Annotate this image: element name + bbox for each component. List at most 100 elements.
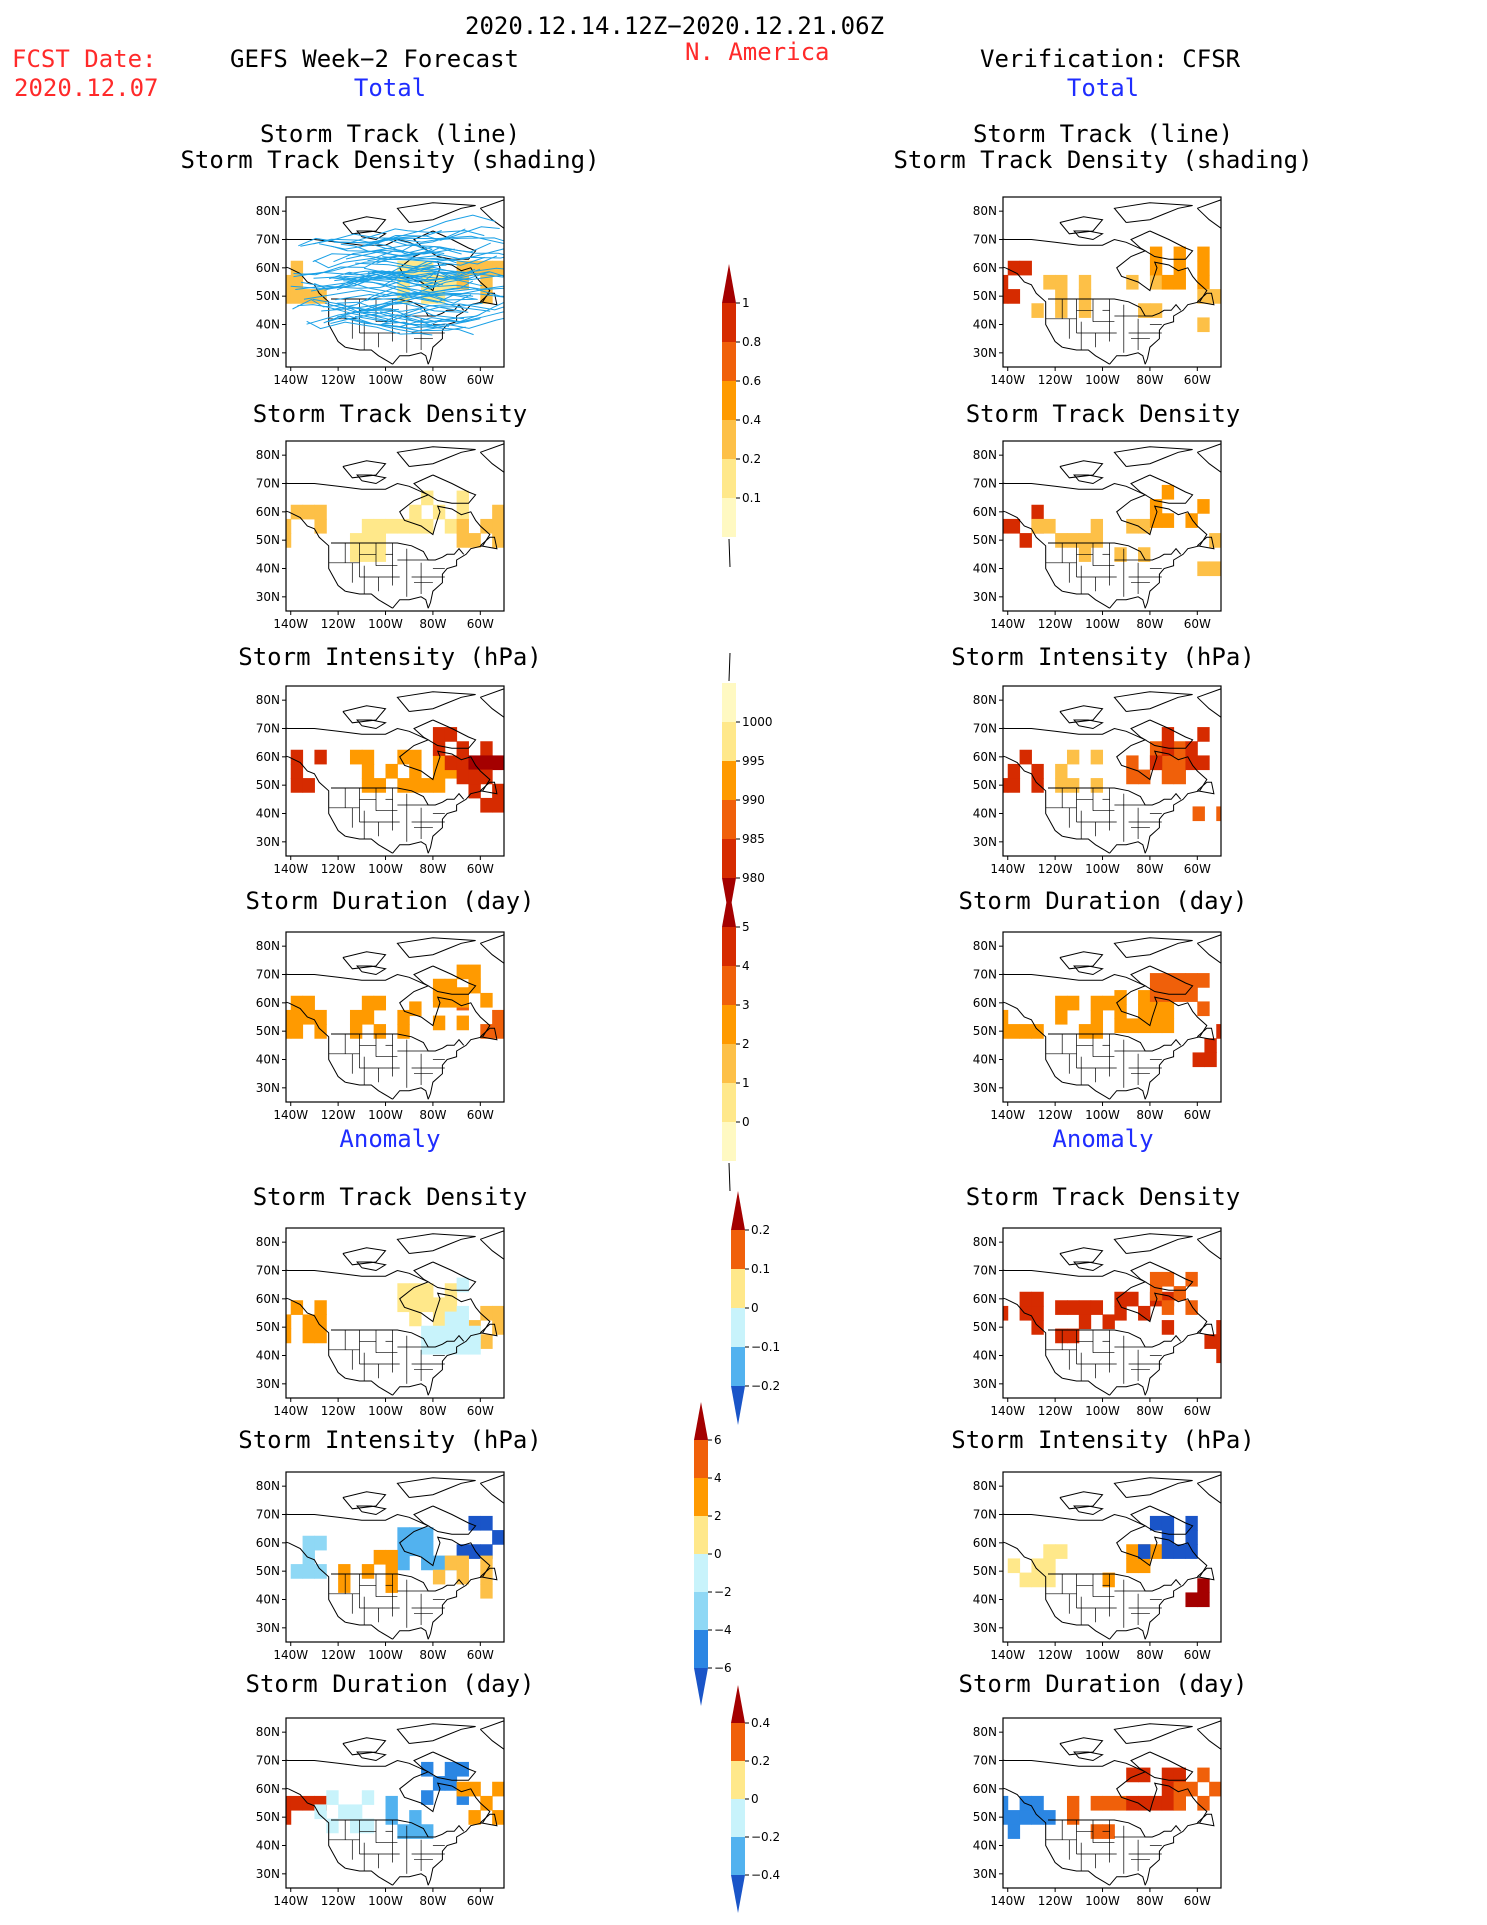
coastline: [288, 1002, 346, 1083]
colorbar-segment: [722, 420, 736, 459]
shade-cell: [1078, 274, 1092, 290]
shade-cell: [1245, 561, 1257, 576]
shade-cell: [1007, 1024, 1021, 1039]
shade-cell: [1149, 246, 1163, 262]
shade-cell: [444, 1761, 458, 1777]
shade-cell: [492, 783, 504, 799]
shade-cell: [1031, 1795, 1044, 1811]
lat-tick-label: 70N: [973, 1264, 997, 1278]
shade-cell: [1233, 561, 1245, 576]
shade-cell: [1078, 1024, 1092, 1039]
shade-cell: [302, 995, 315, 1011]
shade-cell: [1149, 1515, 1163, 1531]
cfsr-map-1: 80N 70N 60N 50N 40N 30N 140W 120W 100W 80W 60W: [973, 196, 1222, 387]
colorbar-segment: [694, 1516, 708, 1554]
gefs-map-6: 80N 70N 60N 50N 40N 30N 140W 120W 100W 80W 60W: [256, 1471, 505, 1662]
gefs-map-3: 80N 70N 60N 50N 40N 30N 140W 120W 100W 80W 60W: [256, 685, 528, 876]
coastline: [479, 443, 504, 473]
storm-track-line: [346, 268, 481, 288]
coastline: [1062, 1081, 1110, 1100]
shade-cell: [480, 1583, 493, 1599]
shade-cell: [1204, 1334, 1217, 1349]
shade-cell: [1185, 1271, 1198, 1287]
shade-cell: [1114, 1305, 1127, 1321]
coastline: [479, 536, 498, 550]
shade-cell: [409, 778, 422, 793]
shade-cell: [1173, 1795, 1186, 1811]
shade-cell: [1019, 1291, 1032, 1307]
coastline: [1196, 1813, 1215, 1827]
storm-track-line: [313, 276, 438, 294]
lon-tick-label: 60W: [467, 1404, 494, 1418]
lat-tick-label: 60N: [256, 1292, 280, 1306]
shade-cell: [286, 518, 292, 534]
lon-tick-label: 120W: [1038, 1404, 1073, 1418]
shade-cell: [349, 1024, 363, 1039]
shade-cell: [421, 1824, 434, 1839]
shade-cell: [1126, 1544, 1139, 1559]
coastline: [1196, 1323, 1215, 1337]
shade-cell: [349, 1804, 363, 1820]
shade-cell: [492, 755, 504, 771]
shade-cell: [1197, 317, 1210, 333]
shade-cell: [314, 1300, 327, 1315]
storm-track-line: [324, 282, 483, 308]
shade-cell: [1233, 533, 1245, 548]
lat-tick-label: 70N: [973, 1508, 997, 1522]
shade-cell: [1221, 1592, 1233, 1607]
lat-tick-label: 60N: [256, 1782, 280, 1796]
lat-tick-label: 30N: [973, 590, 997, 604]
shade-cell: [286, 289, 292, 304]
coastline: [1130, 719, 1194, 749]
shade-cell: [1161, 1320, 1175, 1335]
lon-tick-label: 60W: [467, 617, 494, 631]
colorbar-label: 4: [714, 1471, 722, 1485]
lat-tick-label: 50N: [973, 1320, 997, 1334]
shade-cell: [1031, 1572, 1044, 1588]
map-frame: [1002, 685, 1222, 857]
lon-tick-label: 120W: [321, 1404, 356, 1418]
colorbar-cap: [694, 1402, 708, 1440]
shade-cell: [421, 1541, 434, 1557]
coastline: [1109, 352, 1146, 365]
shade-cell: [1204, 1038, 1217, 1053]
colorbar-label: 4: [742, 959, 750, 973]
coastline: [1062, 1621, 1110, 1640]
shade-cell: [504, 261, 516, 276]
shade-cell: [338, 1804, 351, 1820]
coastline: [479, 1230, 504, 1260]
lat-tick-label: 80N: [256, 204, 280, 218]
lon-tick-label: 140W: [273, 1404, 308, 1418]
lon-tick-label: 120W: [321, 1648, 356, 1662]
shade-cell: [1007, 763, 1021, 779]
shade-cell: [456, 1569, 469, 1585]
shade-cell: [1007, 289, 1021, 304]
lon-tick-label: 80W: [1136, 1404, 1163, 1418]
shade-cell: [456, 504, 469, 520]
lon-tick-label: 100W: [368, 1648, 403, 1662]
coastline: [479, 688, 504, 718]
colorbar-1: 1 0.8 0.6 0.4 0.2 0.1: [722, 264, 761, 568]
lon-tick-label: 140W: [273, 1894, 308, 1908]
shade-cell: [397, 1283, 410, 1298]
lon-tick-label: 80W: [419, 373, 446, 387]
cfsr-map-3: 80N 70N 60N 50N 40N 30N 140W 120W 100W 80W 60W: [973, 685, 1222, 876]
shade-cell: [267, 1550, 279, 1565]
shade-cell: [421, 1283, 434, 1298]
lat-tick-label: 80N: [256, 693, 280, 707]
lon-tick-label: 100W: [368, 1404, 403, 1418]
coastline: [1109, 1087, 1146, 1100]
shade-cell: [1102, 1572, 1115, 1588]
shade-cell: [492, 1024, 504, 1039]
lon-tick-label: 100W: [1085, 862, 1120, 876]
shade-cell: [1043, 1572, 1056, 1588]
shade-cell: [504, 1024, 516, 1039]
coastline: [342, 216, 387, 235]
shade-cell: [432, 1015, 446, 1031]
coastline: [356, 1751, 387, 1762]
lat-tick-label: 40N: [973, 807, 997, 821]
shade-cell: [516, 755, 528, 770]
shade-cell: [1078, 1314, 1092, 1330]
gefs-map-7: 80N 70N 60N 50N 40N 30N 140W 120W 100W 80W 60W: [256, 1717, 505, 1908]
shade-cell: [1007, 260, 1021, 276]
